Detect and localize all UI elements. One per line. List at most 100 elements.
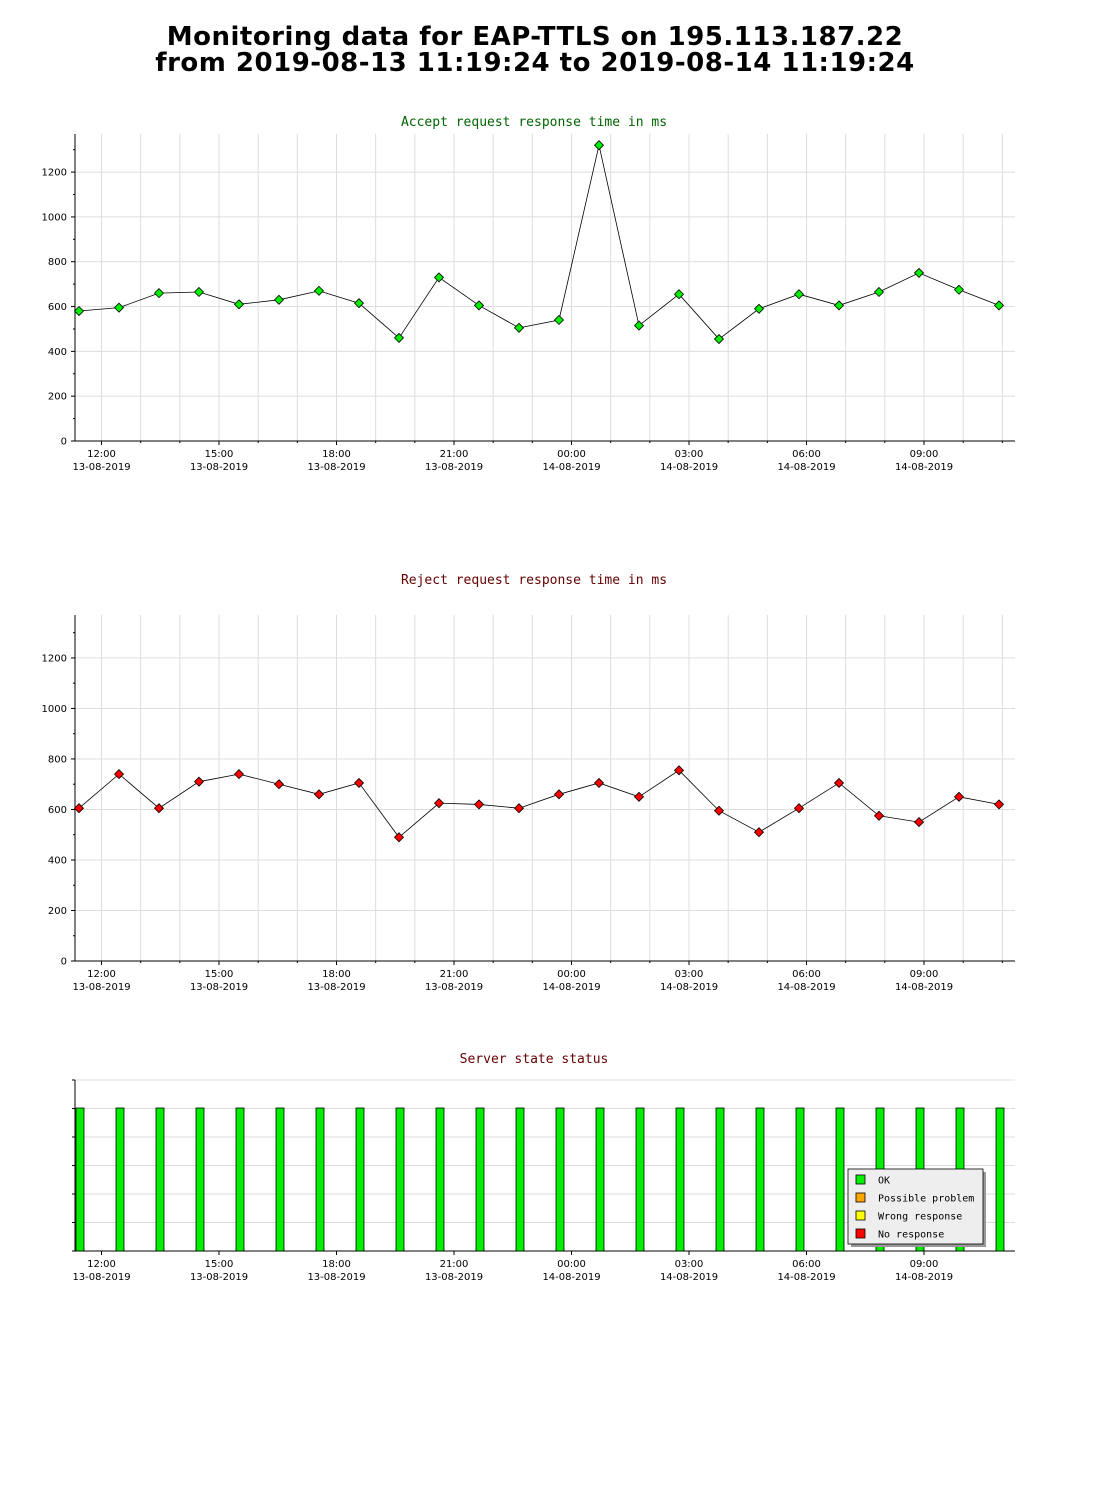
accept-data-point [633,320,645,331]
reject-response-chart: Reject request response time in ms 0 200 40… [42,573,1015,993]
status-bar [995,1107,1005,1252]
reject-x-tick-label-date: 14-08-2019 [660,982,718,993]
reject-data-point [793,803,805,814]
accept-series-line [78,145,1000,340]
reject-x-tick-label-date: 13-08-2019 [72,982,130,993]
reject-x-tick-label-time: 09:00 [910,969,939,980]
legend-swatch [855,1174,866,1185]
reject-y-tick-label: 1000 [42,704,67,715]
accept-x-tick-label-date: 13-08-2019 [190,462,248,473]
accept-x-tick-label-time: 21:00 [440,449,469,460]
reject-x-tick-label-date: 13-08-2019 [425,982,483,993]
status-bar [715,1107,725,1252]
reject-x-tick-label-date: 13-08-2019 [307,982,365,993]
accept-data-point [993,300,1005,311]
reject-x-tick-label-time: 18:00 [322,969,351,980]
accept-y-tick-label: 600 [48,302,67,313]
legend-label: Wrong response [878,1212,962,1223]
accept-data-point [353,298,365,309]
accept-x-tick-label-time: 03:00 [675,449,704,460]
accept-x-tick-label-time: 15:00 [205,449,234,460]
reject-x-tick-label-time: 21:00 [440,969,469,980]
status-x-tick-label-date: 14-08-2019 [777,1272,835,1283]
status-bar [755,1107,765,1252]
legend-swatch [855,1210,866,1221]
status-bar [275,1107,285,1252]
reject-y-tick-label: 1200 [42,653,67,664]
reject-data-point [233,769,245,780]
accept-x-tick-label-date: 13-08-2019 [307,462,365,473]
status-x-tick-label-time: 09:00 [910,1259,939,1270]
accept-x-tick-label-date: 13-08-2019 [425,462,483,473]
accept-x-tick-label-date: 13-08-2019 [72,462,130,473]
reject-data-point [593,777,605,789]
status-x-tick-label-time: 15:00 [205,1259,234,1270]
reject-y-tick-label: 200 [48,906,67,917]
page-title: Monitoring data for EAP-TTLS on 195.113.… [0,24,1070,76]
status-x-tick-label-time: 18:00 [322,1259,351,1270]
accept-x-tick-label-time: 06:00 [792,449,821,460]
accept-data-point [833,300,845,311]
status-bar [355,1107,365,1252]
reject-x-tick-label-date: 14-08-2019 [777,982,835,993]
reject-data-point [993,799,1005,810]
legend-swatch [855,1192,866,1203]
accept-x-tick-label-date: 14-08-2019 [777,462,835,473]
legend-box [847,1168,984,1245]
accept-y-tick-label: 1200 [42,168,67,179]
accept-data-point [193,286,205,298]
reject-y-tick-label: 800 [48,754,67,765]
accept-chart-title: Accept request response time in ms [401,115,667,130]
reject-data-point [113,769,125,780]
status-bar [435,1107,445,1252]
reject-x-tick-label-time: 15:00 [205,969,234,980]
status-chart-title: Server state status [460,1052,609,1067]
reject-x-tick-label-time: 03:00 [675,969,704,980]
status-bar [115,1107,125,1252]
status-x-tick-label-date: 13-08-2019 [307,1272,365,1283]
status-bar [795,1107,805,1252]
accept-data-point [753,303,765,314]
accept-x-tick-label-time: 18:00 [322,449,351,460]
accept-y-tick-label: 1000 [42,212,67,223]
reject-x-tick-label-time: 00:00 [557,969,586,980]
reject-data-point [73,803,85,814]
reject-data-point [433,798,445,809]
legend-label: OK [878,1176,890,1187]
legend-label: Possible problem [878,1194,974,1205]
accept-data-point [393,332,405,343]
accept-data-point [953,284,965,295]
accept-data-point [793,289,805,300]
status-x-tick-label-time: 00:00 [557,1259,586,1270]
accept-data-point [313,285,325,296]
server-state-chart: Server state status 12:00 13-08-2019 15:00 1… [72,1052,1015,1283]
status-x-tick-label-time: 12:00 [87,1259,116,1270]
reject-data-point [273,779,285,790]
reject-x-tick-label-date: 13-08-2019 [190,982,248,993]
reject-x-tick-label-time: 12:00 [87,969,116,980]
status-bar [235,1107,245,1252]
status-bar [195,1107,205,1252]
accept-data-point [553,314,565,326]
accept-x-tick-label-date: 14-08-2019 [660,462,718,473]
status-x-tick-label-date: 14-08-2019 [542,1272,600,1283]
reject-data-point [473,799,485,810]
status-x-tick-label-time: 03:00 [675,1259,704,1270]
reject-data-point [393,832,405,843]
accept-y-tick-label: 0 [61,437,67,448]
status-x-tick-label-date: 14-08-2019 [895,1272,953,1283]
reject-data-point [753,827,765,838]
status-x-tick-label-date: 13-08-2019 [190,1272,248,1283]
accept-data-point [473,300,485,311]
status-bar [635,1107,645,1252]
accept-data-point [913,267,925,278]
status-bar [75,1107,85,1252]
accept-data-point [673,289,685,300]
status-x-tick-label-date: 13-08-2019 [72,1272,130,1283]
status-bar [475,1107,485,1252]
status-x-tick-label-time: 06:00 [792,1259,821,1270]
page-title-line1: Monitoring data for EAP-TTLS on 195.113.… [166,22,904,52]
accept-y-tick-label: 800 [48,257,67,268]
status-x-tick-label-date: 13-08-2019 [425,1272,483,1283]
